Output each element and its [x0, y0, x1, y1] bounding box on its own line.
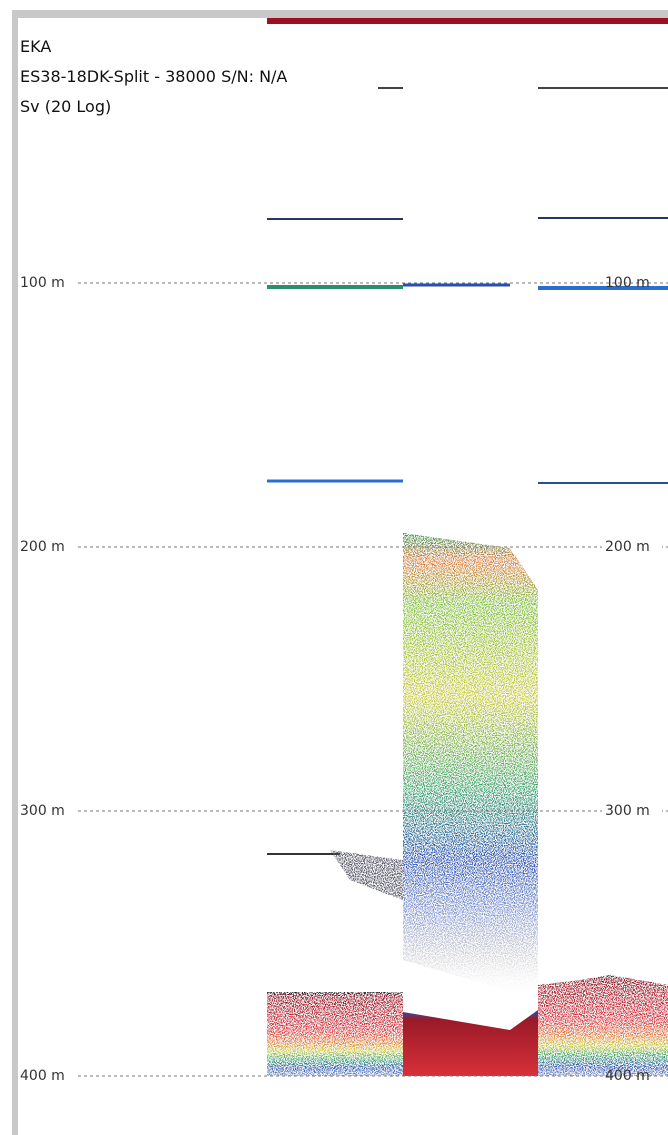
- depth-label: 100 m: [605, 275, 650, 291]
- frame-left: [12, 10, 18, 1135]
- label-bg: [20, 274, 78, 292]
- depth-grid: [78, 282, 668, 1077]
- depth-label: 400 m: [605, 1068, 650, 1084]
- depth-label: 100 m: [20, 275, 65, 291]
- seabed: [403, 1010, 538, 1076]
- label-bg: [602, 802, 662, 820]
- seabed: [267, 992, 403, 1076]
- depth-label: 300 m: [605, 803, 650, 819]
- frame-top: [12, 10, 668, 18]
- depth-label: 200 m: [20, 539, 65, 555]
- label-bg: [20, 802, 78, 820]
- label-bg: [602, 538, 662, 556]
- depth-label: 200 m: [605, 539, 650, 555]
- channel: ES38-18DK-Split - 38000 S/N: N/A: [20, 67, 287, 86]
- layer-lines: [267, 87, 668, 855]
- transducer: EKA: [20, 37, 51, 56]
- surface-line: [267, 18, 668, 24]
- depth-labels: 100 m 200 m 300 m 400 m 100 m 200 m 300 …: [20, 274, 662, 1085]
- variable: Sv (20 Log): [20, 97, 111, 116]
- scatter: [330, 850, 403, 900]
- depth-label: 300 m: [20, 803, 65, 819]
- label-bg: [20, 1067, 78, 1085]
- label-bg: [20, 538, 78, 556]
- depth-label: 400 m: [20, 1068, 65, 1084]
- seabed: [538, 975, 668, 1076]
- fish-school: [403, 533, 538, 1000]
